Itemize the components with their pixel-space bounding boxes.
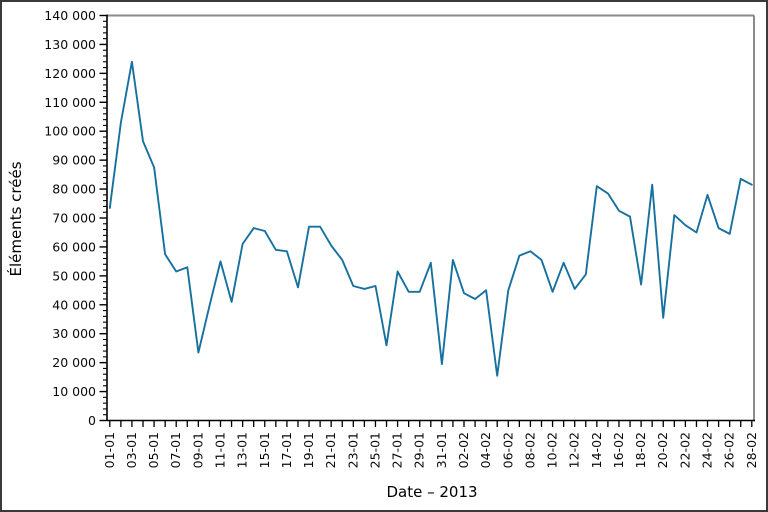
x-tick-label: 18-02 [633,432,648,468]
x-tick-label: 29-01 [412,432,427,468]
x-tick-label: 19-01 [301,432,316,468]
y-tick-label: 30 000 [52,326,96,341]
x-tick-label: 23-01 [345,432,360,468]
y-tick-label: 10 000 [52,384,96,399]
x-tick-label: 12-02 [567,432,582,468]
x-tick-label: 13-01 [235,432,250,468]
y-tick-label: 80 000 [52,182,96,197]
x-tick-label: 11-01 [212,432,227,468]
x-tick-label: 09-01 [190,432,205,468]
x-axis-ticks: 01-01 03-01 05-01 07-01 09-01 11-01 13-01 15-01… [102,420,759,468]
y-tick-label: 110 000 [44,95,96,110]
x-tick-label: 31-01 [434,432,449,468]
x-tick-label: 07-01 [168,432,183,468]
x-tick-label: 15-01 [257,432,272,468]
x-tick-label: 03-01 [124,432,139,468]
x-tick-label: 05-01 [146,432,161,468]
y-tick-label: 20 000 [52,355,96,370]
x-tick-label: 27-01 [390,432,405,468]
spines [106,14,755,422]
x-tick-label: 24-02 [700,432,715,468]
y-tick-label: 120 000 [44,66,96,81]
x-tick-label: 28-02 [744,432,759,468]
y-tick-label: 50 000 [52,268,96,283]
x-tick-label: 26-02 [722,432,737,468]
x-tick-label: 04-02 [478,432,493,468]
x-tick-label: 10-02 [545,432,560,468]
x-tick-label: 02-02 [456,432,471,468]
x-tick-label: 20-02 [655,432,670,468]
x-tick-label: 16-02 [611,432,626,468]
x-tick-label: 08-02 [522,432,537,468]
x-tick-label: 17-01 [279,432,294,468]
x-axis-title: Date – 2013 [386,483,478,501]
y-axis-ticks: 0 10 000 20 000 30 000 40 000 50 000 60 000 70 … [44,8,107,428]
y-tick-label: 140 000 [44,8,96,23]
x-tick-label: 21-01 [323,432,338,468]
y-tick-label: 70 000 [52,211,96,226]
y-tick-label: 0 [88,413,96,428]
x-tick-label: 01-01 [102,432,117,468]
y-tick-label: 100 000 [44,124,96,139]
x-tick-label: 25-01 [367,432,382,468]
y-tick-label: 40 000 [52,297,96,312]
x-tick-label: 06-02 [500,432,515,468]
y-tick-label: 90 000 [52,153,96,168]
y-tick-label: 60 000 [52,239,96,254]
data-line-elements-crees [108,60,753,377]
x-tick-label: 22-02 [677,432,692,468]
y-axis-title: Éléments créés [7,161,25,277]
x-tick-label: 14-02 [589,432,604,468]
y-tick-label: 130 000 [44,37,96,52]
